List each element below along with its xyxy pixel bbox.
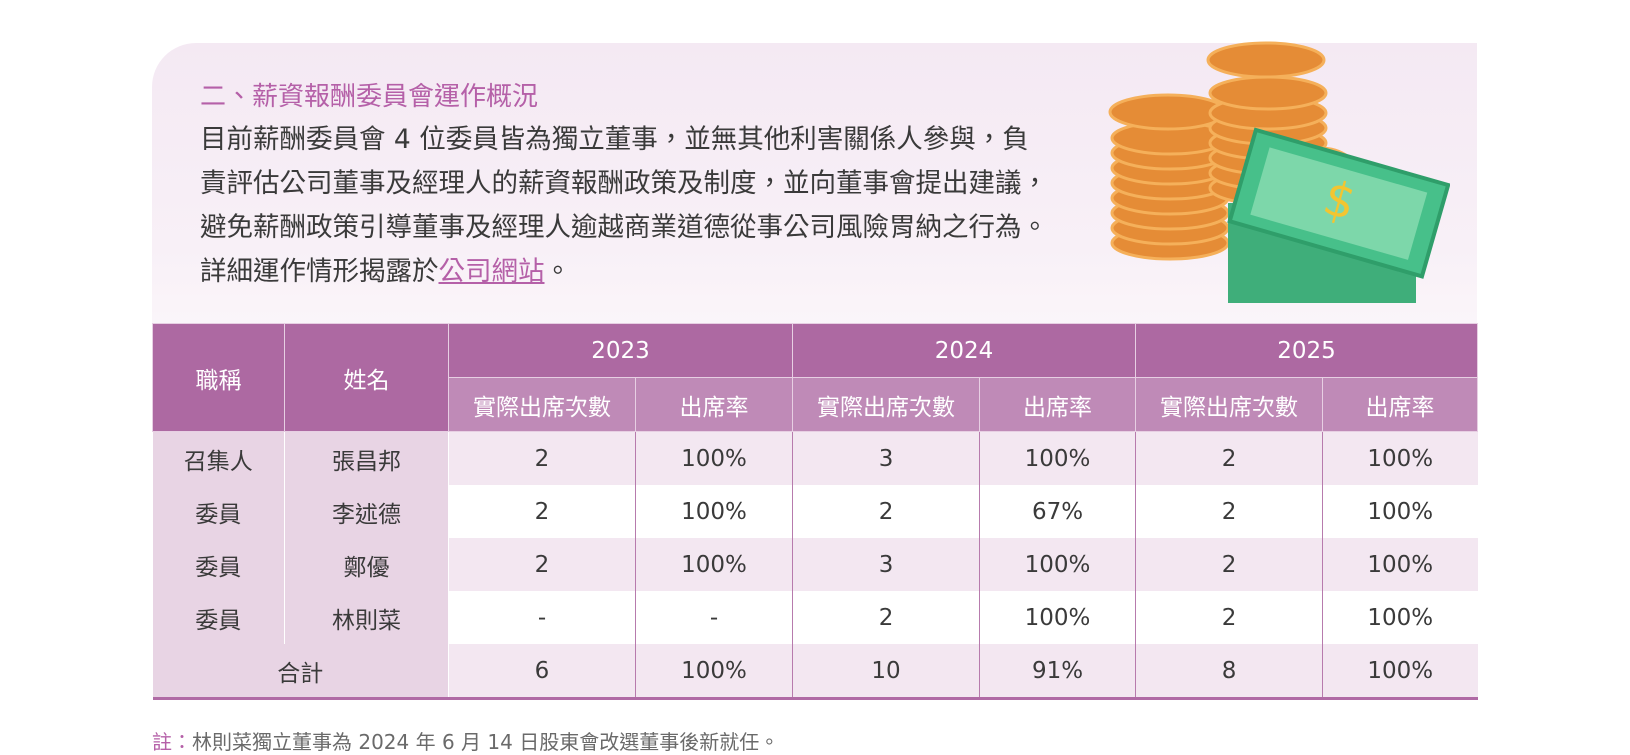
link[interactable]: 公司網站 [438, 256, 545, 287]
cell: 100% [979, 591, 1136, 644]
attendance-table: 職稱 姓名 2023 2024 2025 實際出席次數 出席率 實際出席次數 出席率 實際出席次數… [152, 323, 1479, 700]
cell: 100% [1322, 485, 1478, 538]
cell: 100% [634, 538, 793, 591]
cell: 2 [1135, 485, 1323, 538]
total-row: 合計 6 100% 10 91% 8 100% [152, 644, 1478, 699]
cell: 2 [448, 485, 636, 538]
cell: 3 [792, 538, 980, 591]
cell: 6 [448, 644, 636, 699]
year-header: 2023 [447, 323, 794, 378]
cell: 91% [979, 644, 1136, 699]
subheader-cell: 出席率 [1322, 377, 1479, 432]
cell: 8 [1135, 644, 1323, 699]
year-header: 2024 [792, 323, 1137, 378]
year-header: 2025 [1135, 323, 1479, 378]
cell: 召集人 [152, 431, 285, 485]
subheader-row: 實際出席次數 出席率 實際出席次數 出席率 實際出席次數 出席率 [153, 377, 1479, 432]
header-cell: 職稱 [152, 323, 285, 432]
header-row: 職稱 姓名 2023 2024 2025 [152, 323, 1479, 432]
note-text: 林則菜獨立董事為 2024 年 6 月 14 日股東會改選董事後新就任。 [192, 730, 780, 754]
cell: 林則菜 [284, 591, 449, 644]
data-row: 委員 李述德 2 100% 2 67% 2 100% [152, 485, 1478, 538]
cell: 鄭優 [284, 538, 449, 591]
cell: 張昌邦 [284, 431, 449, 485]
cell: 100% [1322, 591, 1478, 644]
subheader-cell: 實際出席次數 [448, 377, 636, 432]
cell: - [448, 591, 636, 644]
cell: 2 [1135, 591, 1323, 644]
cell: 100% [1322, 644, 1478, 699]
subheader-cell: 實際出席次數 [1135, 377, 1324, 432]
cell: 李述德 [284, 485, 449, 538]
body-end: 。 [544, 256, 572, 287]
cell: 100% [634, 644, 793, 699]
cell: 100% [634, 485, 793, 538]
cell: 100% [634, 431, 793, 485]
cell: - [634, 591, 793, 644]
subheader-cell: 出席率 [979, 377, 1137, 432]
cell: 3 [792, 431, 980, 485]
body-text: 目前薪酬委員會 4 位委員皆為獨立董事，並無其他利害關係人參與，負責評估公司董事… [200, 124, 1048, 287]
section-body: 目前薪酬委員會 4 位委員皆為獨立董事，並無其他利害關係人參與，負責評估公司董事… [200, 118, 1050, 294]
cell: 2 [1135, 538, 1323, 591]
cell: 2 [448, 538, 636, 591]
cell: 2 [792, 485, 980, 538]
money-illustration: $ [1108, 41, 1450, 303]
cell: 100% [1322, 431, 1478, 485]
cell: 10 [792, 644, 980, 699]
data-row: 委員 鄭優 2 100% 3 100% 2 100% [152, 538, 1478, 591]
cell: 委員 [152, 538, 285, 591]
cell: 100% [1322, 538, 1478, 591]
subheader-cell: 實際出席次數 [792, 377, 981, 432]
cell: 67% [979, 485, 1136, 538]
cell: 2 [1135, 431, 1323, 485]
subheader-cell: 出席率 [634, 377, 794, 432]
data-row: 委員 林則菜 - -2 100% 2 100% [152, 591, 1478, 644]
note-label: 註： [152, 730, 192, 754]
section-title: 二、薪資報酬委員會運作概況 [200, 82, 539, 112]
cell: 100% [979, 538, 1136, 591]
note: 註：林則菜獨立董事為 2024 年 6 月 14 日股東會改選董事後新就任。 [152, 726, 779, 755]
cell: 委員 [152, 591, 285, 644]
total-label: 合計 [152, 644, 449, 699]
cell: 2 [448, 431, 636, 485]
cell: 委員 [152, 485, 285, 538]
cell: 100% [979, 431, 1136, 485]
cell: 2 [792, 591, 980, 644]
data-row: 召集人 張昌邦 2 100% 3 100% 2 100% [152, 431, 1478, 485]
header-cell: 姓名 [284, 323, 449, 432]
